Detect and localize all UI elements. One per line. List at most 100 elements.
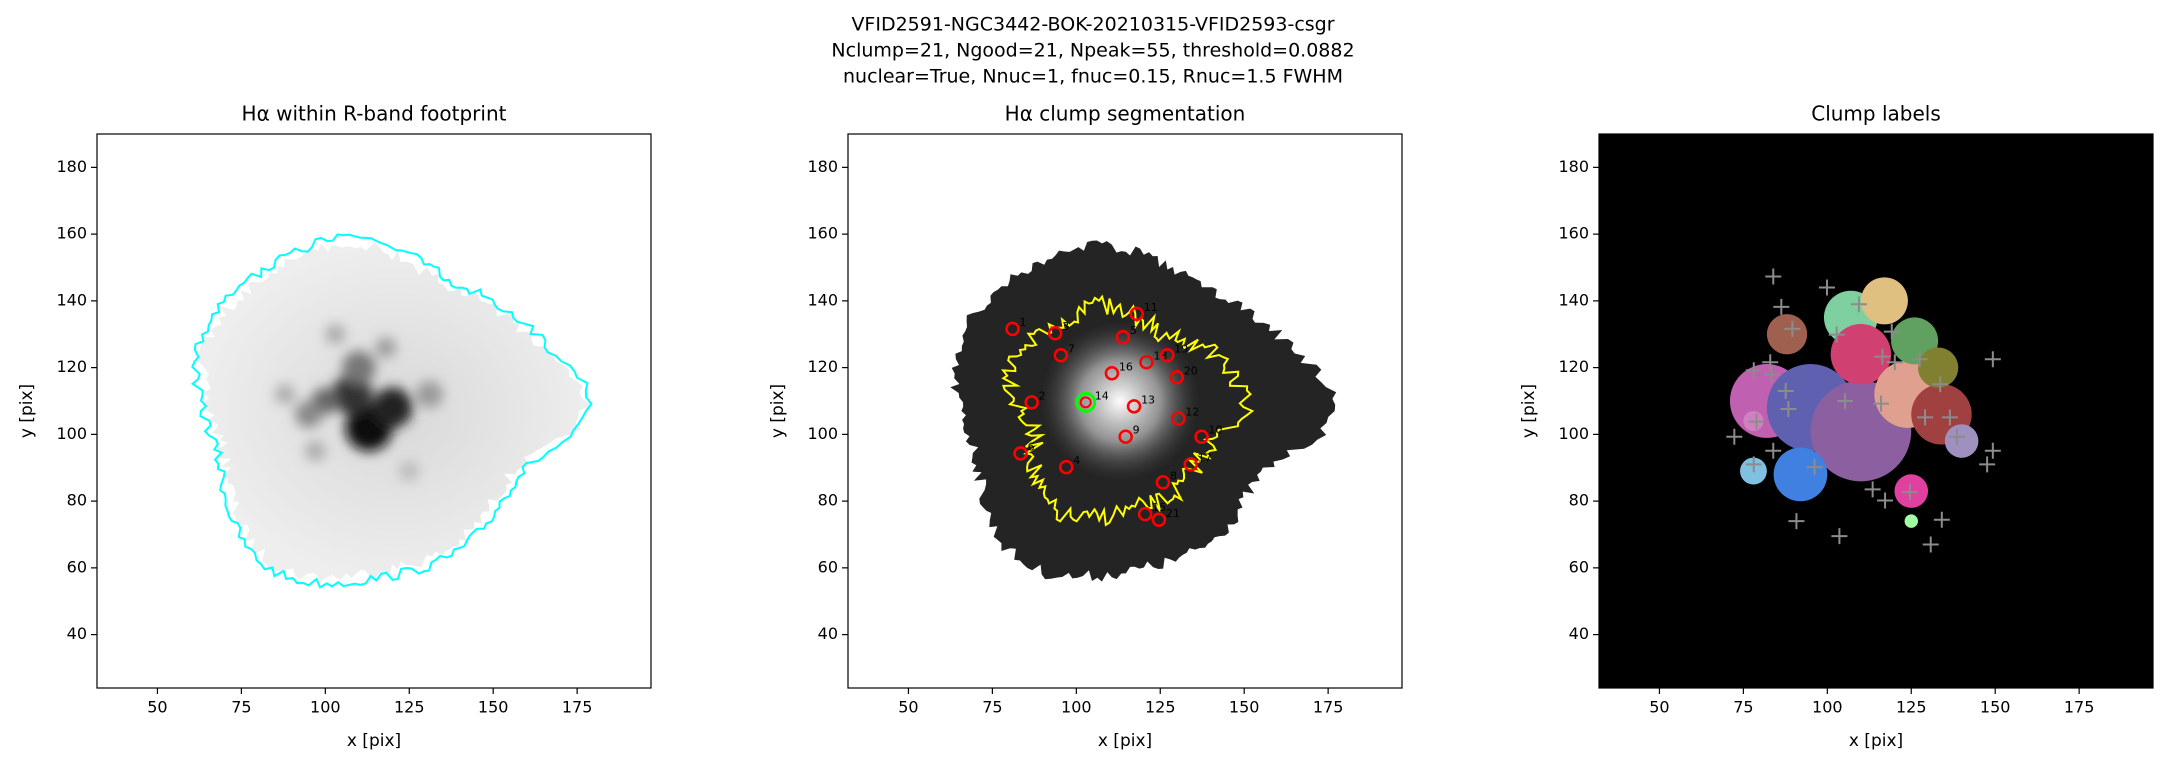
clump-center <box>1941 409 1958 426</box>
clump-center <box>1984 351 2001 368</box>
clump-marker <box>1151 512 1167 528</box>
axes-frame <box>96 133 652 689</box>
y-tick-label: 40 <box>1569 624 1589 643</box>
y-tick-label: 120 <box>1558 357 1589 376</box>
x-tick-label: 50 <box>898 698 918 717</box>
y-tick-label: 160 <box>56 224 87 243</box>
clump-label: 11 <box>1144 301 1158 314</box>
clump-center <box>1932 376 1949 393</box>
clump-center <box>1726 428 1743 445</box>
emission-blob <box>372 387 413 428</box>
emission-blob <box>415 380 443 408</box>
contour <box>190 233 593 589</box>
clump-label: 10 <box>1209 424 1223 437</box>
clump-marker <box>1139 355 1154 370</box>
emission-blob <box>332 374 373 415</box>
clump-label: 21 <box>1166 507 1180 520</box>
x-tick-label: 75 <box>1733 698 1753 717</box>
clump-label: 8 <box>1170 469 1177 482</box>
y-tick-label: 60 <box>67 557 87 576</box>
clump-label: 17 <box>1198 451 1212 464</box>
clump-center <box>1948 428 1965 445</box>
clump-center <box>1806 459 1823 476</box>
x-tick-label: 100 <box>1061 698 1092 717</box>
y-tick-label: 60 <box>818 557 838 576</box>
clump-marker <box>1104 366 1120 381</box>
clump-label: 9 <box>1133 424 1140 437</box>
clump-center <box>1780 400 1797 417</box>
clump-marker <box>1155 475 1171 490</box>
clump-marker <box>1129 306 1145 322</box>
clump-center <box>1911 351 1928 368</box>
clump-center <box>1745 362 1762 379</box>
y-tick-label: 100 <box>807 424 838 443</box>
x-tick-label: 100 <box>1812 698 1843 717</box>
clump-center <box>1877 492 1894 509</box>
clump-region <box>1944 424 1979 458</box>
clump-label: 1 <box>1020 316 1027 329</box>
emission-glow <box>1039 320 1201 482</box>
emission-blob <box>305 440 326 462</box>
clump-center <box>1850 296 1867 313</box>
clump-center <box>1784 320 1801 337</box>
x-axis-label: x [pix] <box>1849 731 1903 751</box>
clump-label: 15 <box>1152 501 1166 514</box>
clump-label: 12 <box>1185 406 1199 419</box>
clump-center <box>1831 528 1848 545</box>
y-tick-label: 100 <box>1558 424 1589 443</box>
clump-center <box>1745 456 1762 473</box>
clump-label: 13 <box>1141 393 1155 406</box>
x-tick-label: 125 <box>1145 698 1176 717</box>
axes-title: Hα within R-band footprint <box>242 102 507 126</box>
axes-frame <box>847 133 1403 689</box>
clump-marker <box>1194 429 1209 444</box>
emission-blob <box>342 350 376 385</box>
clump-center <box>1837 392 1854 409</box>
y-axis-label: y [pix] <box>17 384 37 438</box>
figure-subtitle: Nclump=21, Ngood=21, Npeak=55, threshold… <box>831 40 1354 62</box>
x-tick-label: 175 <box>1313 698 1344 717</box>
x-tick-label: 175 <box>2064 698 2095 717</box>
axes-title: Hα clump segmentation <box>1005 102 1246 126</box>
nucleus-label: 14 <box>1095 389 1109 402</box>
clump-marker <box>1171 411 1186 426</box>
clump-label: 3 <box>1062 320 1069 333</box>
figure-title: VFID2591-NGC3442-BOK-20210315-VFID2593-c… <box>851 14 1334 36</box>
x-tick-label: 75 <box>982 698 1002 717</box>
clump-marker <box>1160 348 1175 363</box>
y-tick-label: 140 <box>1558 290 1589 309</box>
clump-center <box>1818 279 1835 296</box>
clump-marker <box>1005 321 1020 337</box>
clump-label: 5 <box>1130 324 1137 337</box>
clump-center <box>1901 484 1918 501</box>
y-tick-label: 180 <box>1558 157 1589 176</box>
x-tick-label: 150 <box>478 698 509 717</box>
nucleus-marker <box>1075 391 1097 413</box>
clump-center <box>1933 511 1950 528</box>
clump-region <box>1773 447 1828 502</box>
x-tick-label: 175 <box>562 698 593 717</box>
axes-title: Clump labels <box>1811 102 1941 126</box>
x-axis-label: x [pix] <box>1098 731 1152 751</box>
y-tick-label: 60 <box>1569 557 1589 576</box>
emission-blob <box>399 460 420 482</box>
clump-center <box>1874 348 1891 365</box>
y-tick-label: 160 <box>807 224 838 243</box>
x-tick-label: 125 <box>394 698 425 717</box>
y-tick-label: 40 <box>818 624 838 643</box>
clump-center <box>1886 354 1903 371</box>
image-panel <box>1599 134 2153 688</box>
clump-center <box>1765 268 1782 285</box>
clump-center <box>1873 395 1890 412</box>
image-panel <box>190 233 593 589</box>
clump-marker <box>1047 325 1063 341</box>
clump-marker <box>1137 506 1153 522</box>
clump-label: 7 <box>1068 342 1075 355</box>
emission-blob <box>375 337 396 358</box>
emission-blob <box>274 384 296 405</box>
clump-label: 6 <box>1028 440 1035 453</box>
y-tick-label: 120 <box>56 357 87 376</box>
clump-marker <box>1058 459 1074 475</box>
clump-marker <box>1053 348 1069 363</box>
